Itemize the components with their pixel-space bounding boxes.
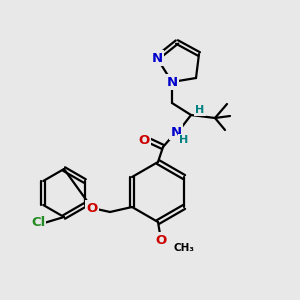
Text: N: N — [170, 125, 182, 139]
Text: CH₃: CH₃ — [173, 243, 194, 253]
Text: N: N — [167, 76, 178, 88]
Text: O: O — [138, 134, 150, 146]
Text: H: H — [179, 135, 189, 145]
Text: O: O — [86, 202, 98, 214]
Text: Cl: Cl — [31, 217, 45, 230]
Text: N: N — [152, 52, 163, 64]
Text: O: O — [155, 233, 167, 247]
Text: H: H — [195, 105, 205, 115]
